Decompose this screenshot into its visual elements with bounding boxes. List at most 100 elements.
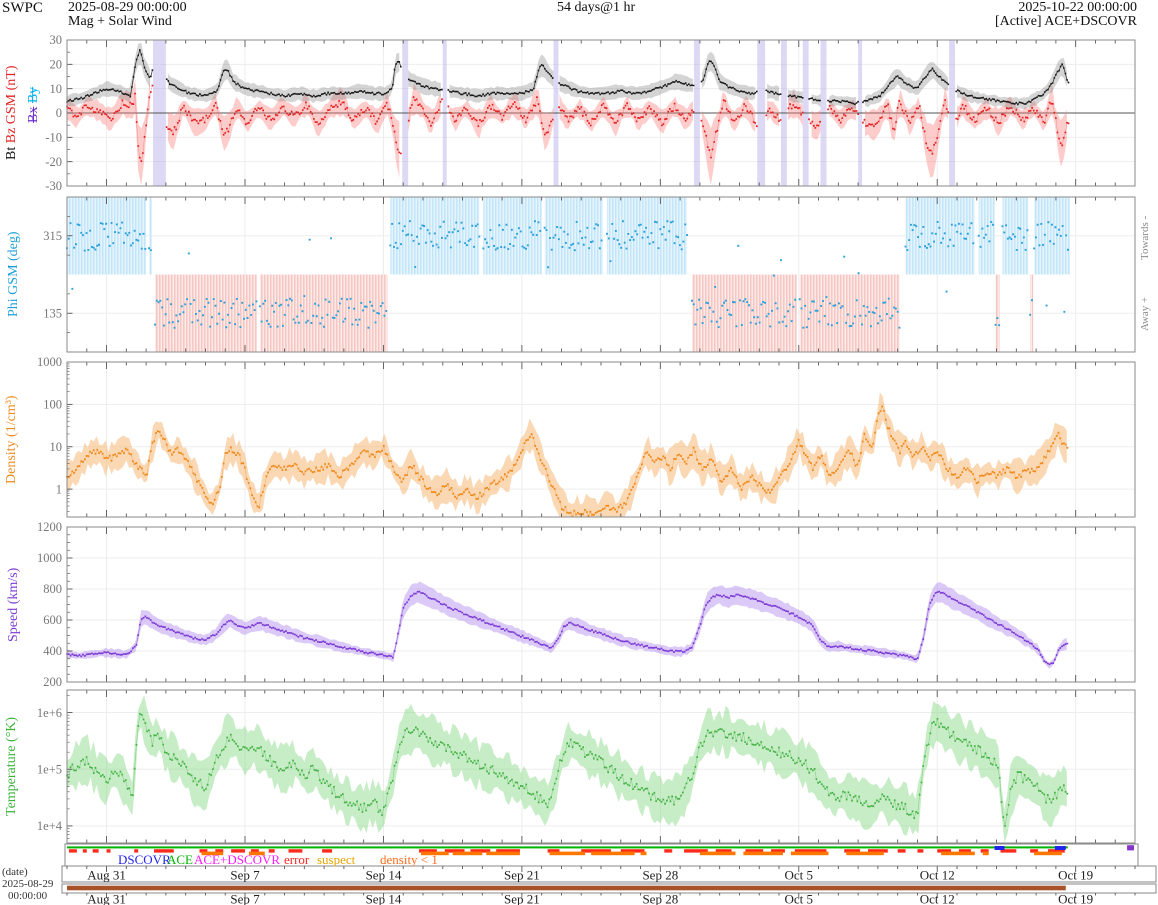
svg-text:10: 10 — [50, 440, 63, 454]
strip-error-mark — [1000, 849, 1017, 853]
strip-error-mark — [980, 849, 989, 853]
band-Bz — [67, 74, 1067, 186]
strip-error-mark — [547, 849, 560, 853]
sector-toward — [390, 197, 480, 275]
legend-item-ace: ACE — [167, 852, 193, 867]
sector-away — [259, 274, 388, 352]
panel-axes-phi: 315 135 — [43, 196, 1136, 353]
strip-error-mark — [1047, 849, 1065, 853]
window-end-time: 2025-10-22 00:00:00 — [1018, 0, 1137, 15]
date-label: Aug 31 — [87, 892, 126, 905]
toggle-by[interactable]: By — [26, 86, 41, 104]
band-Temperature — [67, 695, 1067, 843]
legend-item-density-1: density < 1 — [380, 852, 438, 867]
app-title: SWPC — [2, 0, 43, 16]
strip-error-mark — [620, 849, 645, 853]
panel-axes-speed: 1200 1000 800 600 400 200 — [37, 520, 1136, 689]
strip-error-mark — [844, 849, 861, 853]
strip-error-mark — [771, 849, 785, 853]
sector-toward — [606, 197, 688, 275]
date-axis-box — [61, 865, 1157, 883]
svg-text:20: 20 — [50, 58, 63, 72]
strip-density-mark — [201, 851, 224, 856]
date-label: Oct 5 — [785, 868, 814, 883]
axis-title-temperature: Temperature (°K) — [4, 716, 19, 817]
footer-date-label: (date) — [2, 866, 28, 878]
strip-density-mark — [982, 851, 989, 856]
axis-title-bz: Bz GSM (nT) — [4, 65, 19, 144]
strip-error-mark — [322, 849, 333, 853]
strip-error-mark — [664, 849, 673, 853]
strip-end-mark — [1127, 845, 1135, 851]
legend-item-dscovr: DSCOVR — [118, 852, 171, 867]
strip-error-mark — [231, 849, 245, 853]
date-label: Sep 21 — [504, 892, 540, 905]
points-Bz — [66, 84, 1070, 162]
strip-error-mark — [419, 849, 437, 853]
date-label: Oct 19 — [1058, 892, 1093, 905]
svg-text:0: 0 — [56, 106, 62, 120]
strip-error-mark — [958, 849, 971, 853]
sector-away — [995, 274, 1000, 352]
strip-density-mark — [941, 851, 975, 856]
band-Density — [67, 392, 1067, 517]
axis-title-mag: Bt Bz GSM (nT) — [4, 40, 19, 186]
window-duration: 54 days@1 hr — [557, 0, 636, 15]
strip-error-mark — [794, 849, 827, 853]
toggle-bx[interactable]: Bx — [26, 106, 41, 124]
range-bar-box — [61, 883, 1157, 894]
sector-toward — [483, 197, 542, 275]
svg-text:400: 400 — [43, 644, 62, 658]
svg-text:1e+4: 1e+4 — [37, 819, 63, 833]
strip-error-mark — [215, 849, 224, 853]
strip-error-mark — [106, 849, 111, 853]
svg-text:315: 315 — [43, 229, 62, 243]
date-label: Oct 19 — [1058, 868, 1093, 883]
svg-text:800: 800 — [43, 582, 62, 596]
strip-error-mark — [154, 849, 174, 853]
strip-density-mark — [421, 851, 449, 856]
svg-text:-10: -10 — [45, 131, 62, 145]
strip-error-mark — [199, 849, 208, 853]
strip-error-mark — [92, 849, 99, 853]
axis-title-speed: Speed (km/s) — [6, 567, 21, 642]
panel-axes-mag: 30 20 10 0 -10 -20 -30 — [45, 33, 1136, 193]
strip-density-mark — [452, 851, 483, 856]
date-label: Sep 7 — [230, 868, 260, 883]
svg-text:-30: -30 — [45, 179, 62, 193]
strip-error-mark — [470, 849, 491, 853]
strip-error-mark — [134, 849, 139, 853]
strip-density-mark — [743, 851, 783, 856]
strip-dscovr-mark — [994, 846, 1005, 850]
strip-dscovr-mark — [1054, 846, 1066, 850]
sector-away — [799, 274, 900, 352]
band-Bt — [67, 42, 1067, 110]
strip-error-mark — [581, 849, 611, 853]
date-label: Sep 7 — [230, 892, 260, 905]
strip-ace-line — [67, 846, 1068, 849]
sector-toward — [1034, 197, 1070, 275]
sector-toward — [67, 197, 147, 275]
strip-density-mark — [699, 851, 736, 856]
strip-error-mark — [68, 849, 77, 853]
date-label: Sep 28 — [642, 868, 678, 883]
axis-title-phi: Phi GSM (deg) — [6, 231, 21, 318]
svg-text:-20: -20 — [45, 155, 62, 169]
strip-error-mark — [444, 849, 465, 853]
loaded-range-bar — [67, 885, 1066, 891]
strip-error-mark — [1030, 849, 1039, 853]
strip-density-mark — [486, 851, 520, 856]
sector-label-away: Away + — [1139, 296, 1151, 332]
sector-toward — [905, 197, 975, 275]
strip-error-mark — [715, 849, 732, 853]
strip-error-mark — [82, 849, 87, 853]
date-label: Sep 14 — [366, 892, 402, 905]
date-label: Oct 12 — [920, 868, 955, 883]
strip-density-mark — [1034, 851, 1062, 856]
axis-title-bt: Bt — [4, 147, 19, 161]
strip-error-mark — [496, 849, 520, 853]
date-label: Aug 31 — [87, 868, 126, 883]
strip-error-mark — [745, 849, 764, 853]
